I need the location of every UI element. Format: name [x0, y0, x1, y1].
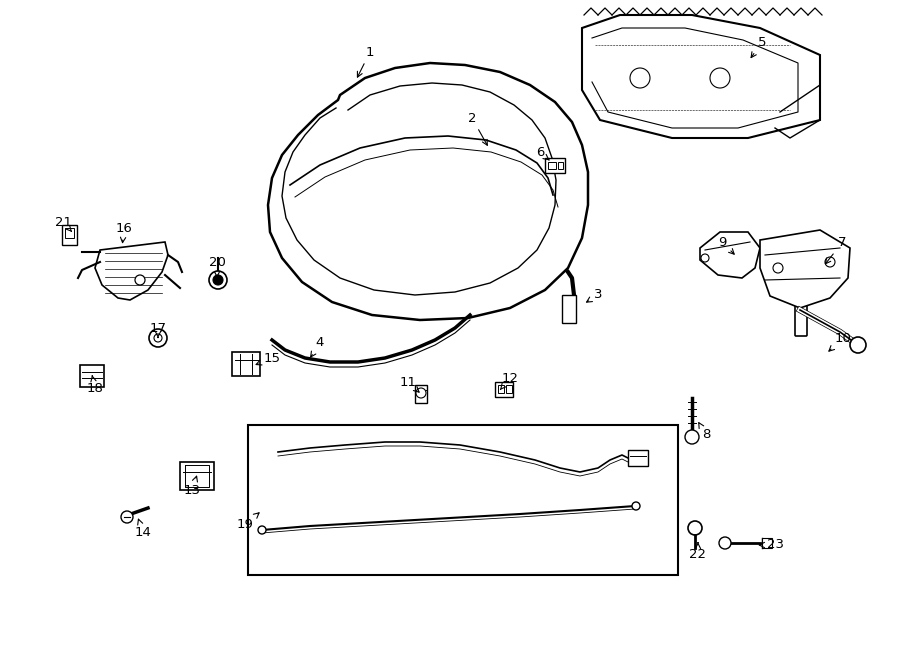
Circle shape [149, 329, 167, 347]
Text: 3: 3 [587, 288, 602, 302]
Circle shape [630, 68, 650, 88]
Text: 7: 7 [825, 237, 846, 264]
Circle shape [850, 337, 866, 353]
Text: 20: 20 [209, 256, 225, 277]
Circle shape [719, 537, 731, 549]
Text: 21: 21 [55, 215, 71, 231]
Bar [628, 450, 648, 466]
Text: 9: 9 [718, 235, 734, 254]
Text: 16: 16 [115, 221, 132, 243]
Text: 14: 14 [135, 519, 151, 539]
Text: 15: 15 [256, 352, 281, 365]
Bar [62, 225, 77, 245]
Circle shape [154, 334, 162, 342]
Polygon shape [95, 242, 168, 300]
Bar [545, 158, 565, 173]
FancyBboxPatch shape [795, 304, 807, 336]
Text: 22: 22 [689, 543, 706, 561]
Circle shape [416, 388, 426, 398]
Text: 1: 1 [357, 46, 374, 77]
Text: 11: 11 [400, 375, 419, 392]
Bar [80, 365, 104, 387]
Circle shape [209, 271, 227, 289]
Bar [180, 462, 214, 490]
Bar [248, 425, 678, 575]
Bar [558, 162, 563, 169]
Text: 18: 18 [86, 376, 104, 395]
Polygon shape [582, 15, 820, 138]
Polygon shape [268, 63, 588, 320]
Bar [495, 382, 513, 397]
Bar [415, 385, 427, 403]
Bar [762, 538, 772, 548]
Text: 2: 2 [468, 112, 487, 145]
Circle shape [213, 275, 223, 285]
Text: 10: 10 [829, 332, 851, 351]
Bar [232, 352, 260, 376]
Circle shape [135, 275, 145, 285]
Bar [506, 385, 512, 393]
Circle shape [773, 263, 783, 273]
Polygon shape [700, 232, 760, 278]
Text: 17: 17 [149, 321, 166, 337]
Circle shape [710, 68, 730, 88]
Text: 19: 19 [237, 513, 259, 531]
Text: 5: 5 [752, 36, 766, 58]
Circle shape [258, 526, 266, 534]
Bar [562, 295, 576, 323]
Circle shape [632, 502, 640, 510]
Circle shape [688, 521, 702, 535]
Circle shape [825, 257, 835, 267]
Bar [548, 162, 556, 169]
Circle shape [685, 430, 699, 444]
Bar [65, 228, 74, 238]
Circle shape [701, 254, 709, 262]
Bar [498, 385, 504, 393]
Text: 4: 4 [310, 336, 324, 357]
Text: 6: 6 [536, 147, 549, 160]
Circle shape [121, 511, 133, 523]
Text: 23: 23 [760, 539, 784, 551]
Text: 13: 13 [184, 476, 201, 496]
Text: 12: 12 [500, 371, 518, 389]
Polygon shape [760, 230, 850, 308]
Text: 8: 8 [698, 422, 710, 442]
